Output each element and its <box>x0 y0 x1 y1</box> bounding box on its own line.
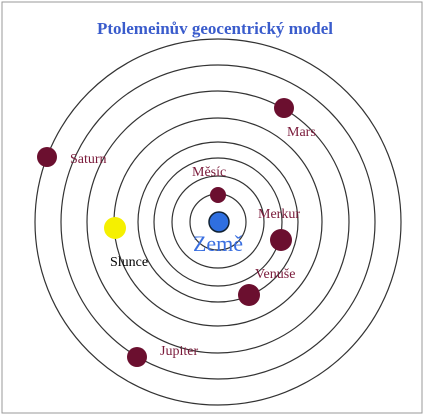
mercury <box>270 229 292 251</box>
frame <box>2 2 422 413</box>
saturn-label: Saturn <box>70 152 107 167</box>
venus <box>238 284 260 306</box>
sun-label: Slunce <box>110 255 148 270</box>
mars <box>274 98 294 118</box>
saturn <box>37 147 57 167</box>
venus-label: Venuše <box>255 267 295 282</box>
title: Ptolemeinův geocentrický model <box>97 19 333 38</box>
jupiter-label: Jupiter <box>160 344 198 359</box>
moon <box>210 187 226 203</box>
sun <box>104 217 126 239</box>
diagram: Ptolemeinův geocentrický model Země Měsí… <box>0 0 425 416</box>
moon-label: Měsíc <box>192 165 226 180</box>
earth-label: Země <box>193 231 243 256</box>
earth <box>209 212 229 232</box>
mercury-label: Merkur <box>258 207 300 222</box>
mars-label: Mars <box>287 125 316 140</box>
jupiter <box>127 347 147 367</box>
